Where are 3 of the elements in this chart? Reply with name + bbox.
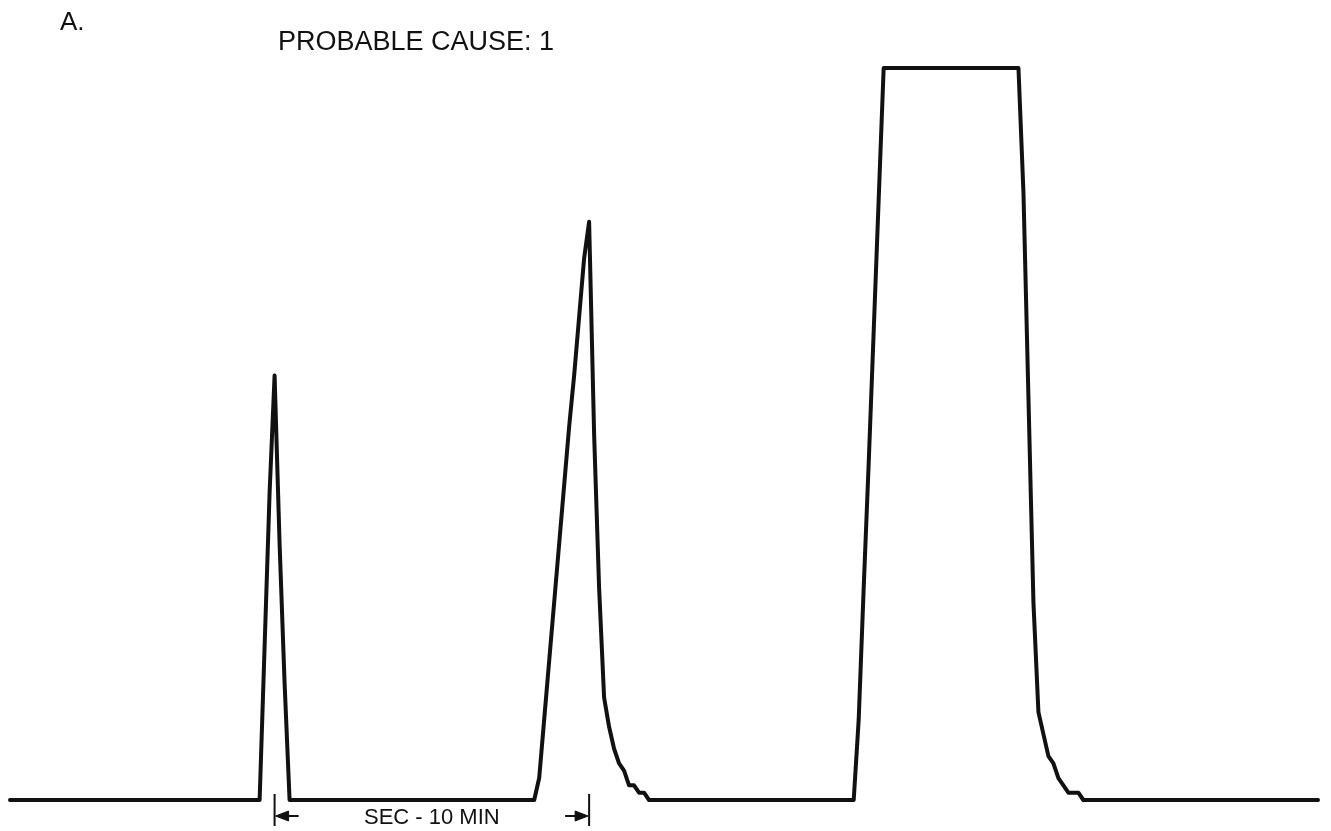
text: SEC - 10 MIN (364, 804, 500, 829)
text: A. (60, 6, 85, 36)
chart-title: PROBABLE CAUSE: 1 (278, 26, 555, 56)
